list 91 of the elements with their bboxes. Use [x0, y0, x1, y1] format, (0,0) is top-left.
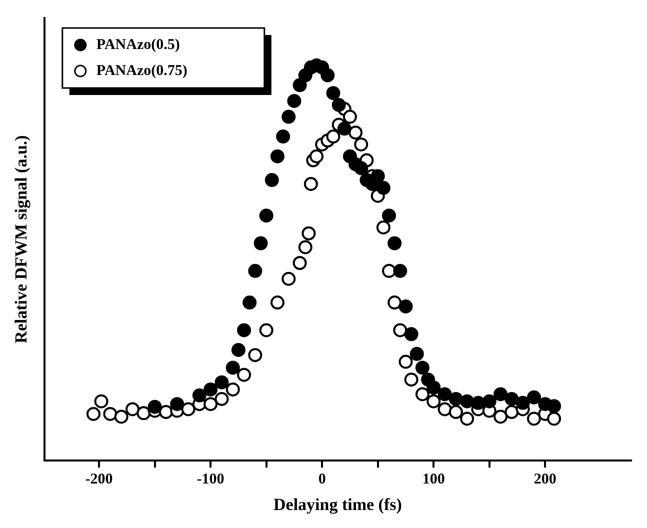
point: [504, 404, 519, 419]
point: [460, 412, 474, 426]
point: [354, 161, 368, 176]
point: [237, 368, 252, 382]
point: [287, 94, 302, 108]
point: [304, 176, 318, 191]
point: [471, 396, 486, 410]
point: [448, 404, 463, 419]
point: [276, 130, 290, 144]
point: [526, 412, 541, 426]
x-tick-label: 0: [318, 471, 326, 488]
point: [86, 406, 100, 421]
point: [415, 360, 430, 375]
point: [170, 397, 184, 412]
point: [298, 240, 312, 254]
point: [482, 394, 496, 408]
point: [242, 296, 257, 310]
point: [248, 264, 262, 278]
point: [504, 392, 519, 406]
point: [114, 410, 128, 424]
point: [398, 299, 413, 314]
point: [94, 394, 108, 408]
point: [148, 400, 162, 414]
point: [264, 173, 279, 188]
point: [460, 394, 474, 408]
point: [376, 220, 390, 234]
point: [382, 208, 396, 223]
point: [404, 372, 418, 387]
point: [259, 208, 274, 223]
point: [415, 387, 430, 402]
point: [494, 387, 508, 402]
point: [410, 346, 424, 361]
x-tick-label: 200: [534, 471, 556, 488]
point: [292, 78, 307, 92]
point: [342, 110, 357, 124]
point: [337, 122, 352, 136]
point: [103, 406, 118, 421]
point: [310, 149, 324, 164]
point: [214, 375, 229, 390]
point: [388, 236, 402, 250]
point: [282, 272, 296, 286]
point: [438, 387, 452, 402]
point: [547, 399, 562, 414]
point: [404, 327, 418, 342]
point: [426, 380, 441, 394]
point: [292, 256, 307, 270]
point: [248, 348, 262, 362]
point: [388, 296, 402, 310]
point: [494, 410, 508, 424]
point: [231, 342, 246, 357]
point: [354, 137, 368, 152]
point: [259, 323, 274, 338]
point: [393, 323, 408, 338]
point: [382, 264, 396, 278]
point: [181, 402, 196, 416]
point: [448, 392, 463, 406]
x-tick-label: 100: [422, 471, 445, 488]
x-tick-label: -100: [196, 471, 224, 488]
point: [438, 402, 452, 416]
point: [426, 394, 441, 408]
point: [398, 354, 413, 369]
point: [326, 130, 340, 144]
point: [302, 226, 316, 240]
point: [204, 397, 218, 412]
point: [332, 98, 346, 112]
point: [348, 126, 363, 140]
x-tick-label: -200: [85, 471, 113, 488]
point: [370, 169, 385, 184]
point: [136, 406, 151, 420]
point: [204, 382, 218, 396]
y-axis-title: Relative DFWM signal (a.u.): [12, 135, 31, 344]
point: [126, 402, 140, 416]
point: [526, 390, 541, 404]
point: [192, 388, 206, 402]
point: [547, 412, 562, 426]
point: [254, 236, 268, 250]
point: [226, 360, 240, 375]
point: [326, 86, 340, 100]
legend-label: PANAzo(0.5): [96, 36, 180, 53]
point: [270, 296, 284, 310]
point: [320, 68, 335, 82]
point: [376, 180, 390, 195]
point: [393, 264, 408, 278]
point: [214, 392, 229, 406]
point: [226, 382, 240, 396]
point: [282, 110, 296, 124]
point: [237, 323, 252, 338]
legend-label: PANAzo(0.75): [96, 62, 188, 79]
point: [516, 396, 530, 410]
x-axis-title: Delaying time (fs): [273, 495, 402, 514]
point: [270, 149, 284, 164]
